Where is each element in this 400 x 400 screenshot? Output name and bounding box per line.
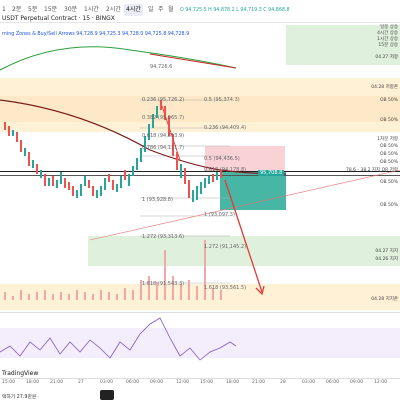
- short-risk-zone: [205, 146, 285, 172]
- trend-label-1h: 1시간 상승: [377, 37, 398, 42]
- footer-bar: [0, 392, 400, 400]
- time-axis: [0, 378, 400, 393]
- resistance-zone-04-28: [0, 78, 400, 96]
- x-tick: 21:00: [50, 380, 63, 385]
- x-tick: 03:00: [100, 380, 113, 385]
- fib-label: 0.5 (95,374.3): [204, 97, 240, 103]
- timeframe-30m[interactable]: 30분: [64, 6, 78, 13]
- fib-label: 0.382 (95,065.7): [142, 115, 185, 121]
- x-tick: 18:00: [26, 380, 39, 385]
- x-tick: 12:00: [374, 380, 387, 385]
- level-label: 04.27 저항: [375, 55, 398, 60]
- x-tick: 15:00: [2, 380, 15, 385]
- timeframe-4h[interactable]: 4시간: [124, 4, 143, 16]
- trend-line: [89, 169, 400, 241]
- support-zone-04-28: [0, 284, 400, 310]
- level-label: OB 50%: [379, 160, 398, 165]
- key-level-line-2: [0, 175, 400, 176]
- fib-label: 0.786 (94,111.7): [142, 145, 185, 151]
- ob-zone-mid: [0, 122, 400, 132]
- moving-average: [0, 99, 287, 175]
- volume-bars: [4, 240, 222, 300]
- forecast-arrow: [224, 179, 263, 293]
- ob-zone-upper: [0, 96, 400, 122]
- x-tick: 03:00: [302, 380, 315, 385]
- key-level-line: [0, 171, 400, 172]
- x-tick: 28: [280, 380, 286, 385]
- fib-label: 1.272 (91,145.2): [204, 244, 247, 250]
- x-tick: 09:00: [350, 380, 363, 385]
- x-tick: 15:00: [200, 380, 213, 385]
- timeframe-5m[interactable]: 5분: [28, 6, 38, 13]
- timeframe-week[interactable]: 주: [158, 6, 164, 13]
- timeframe-15m[interactable]: 15분: [44, 6, 58, 13]
- level-label: 04.28 저항존: [371, 85, 398, 90]
- rsi-chart: [0, 317, 400, 361]
- ohlc-readout: O 94,725.5 H 94,878.2 L 94,719.3 C 94,86…: [180, 8, 290, 13]
- arc-indicator-green: [0, 46, 237, 71]
- price-chart[interactable]: [0, 40, 400, 312]
- level-label: OB 50%: [379, 152, 398, 157]
- symbol-title: USDT Perpetual Contract · 15 · BINGX: [2, 15, 115, 22]
- level-label: OB 50%: [379, 144, 398, 149]
- x-tick: 06:00: [326, 380, 339, 385]
- x-tick: 09:00: [150, 380, 163, 385]
- footer-text: 택하기 27.9만원·: [2, 395, 38, 400]
- level-label: OB 50%: [379, 203, 398, 208]
- trend-label-15m: 15분 상승: [378, 43, 398, 48]
- top-price-label: 94,726.6: [150, 64, 173, 70]
- x-tick: 21:00: [252, 380, 265, 385]
- fib-label: 0.236 (94,409.4): [204, 125, 247, 131]
- fib-label: 1.618 (93,561.5): [204, 285, 247, 291]
- fib-label: 0.236 (95,726.2): [142, 97, 185, 103]
- x-tick: 18:00: [226, 380, 239, 385]
- level-label: 04.26 지지: [375, 257, 398, 262]
- timeframe-1[interactable]: 1: [2, 6, 6, 13]
- indicator-legend: rning Zones & Buy/Sell Arrows 94,728.9 9…: [2, 32, 190, 37]
- timeframe-day[interactable]: 일: [148, 6, 154, 13]
- resistance-zone-top: [286, 25, 400, 65]
- x-tick: 27: [78, 380, 84, 385]
- timeframe-month[interactable]: 월: [168, 6, 174, 13]
- fib-label: 0.618 (94,178.8): [204, 167, 247, 173]
- candles: [4, 100, 222, 202]
- teal-price-badge: 95,708.8: [258, 170, 285, 176]
- fib-label: 1.618 (91,543.3): [142, 281, 185, 287]
- fib-label: 1 (93,097.3): [204, 212, 235, 218]
- level-label: OB 50%: [379, 98, 398, 103]
- trend-label-daily: 일봉 상승: [380, 25, 398, 30]
- x-tick: 06:00: [126, 380, 139, 385]
- fib-label: 1 (93,928.8): [142, 197, 173, 203]
- timeframe-2m[interactable]: 2분: [12, 6, 22, 13]
- footer-thumbnail[interactable]: [100, 390, 114, 400]
- level-label: 04.27 지지: [375, 249, 398, 254]
- level-label: 1차분 저항: [377, 137, 398, 142]
- level-label: OB 50%: [379, 180, 398, 185]
- fib-label: 0.5 (94,436.5): [204, 156, 240, 162]
- timeframe-1h[interactable]: 1시간: [84, 6, 99, 13]
- short-target-zone: [220, 172, 286, 210]
- timeframe-2h[interactable]: 2시간: [106, 6, 121, 13]
- timeframe-toolbar: [0, 0, 400, 23]
- trend-label-4h: 4시간 상승: [377, 31, 398, 36]
- level-label: OB 50%: [379, 118, 398, 123]
- tradingview-logo: TradingView: [2, 370, 39, 377]
- level-label: 04.28 지지존: [371, 297, 398, 302]
- fib-label: 1.272 (93,313.6): [142, 234, 185, 240]
- fib-label: 0.618 (94,813.9): [142, 133, 185, 139]
- arc-indicator-red: [149, 53, 237, 69]
- support-zone-04-27: [88, 236, 400, 266]
- x-tick: 12:00: [176, 380, 189, 385]
- level-label: 78.6 - 38.2 지지 OR 저항: [345, 168, 398, 173]
